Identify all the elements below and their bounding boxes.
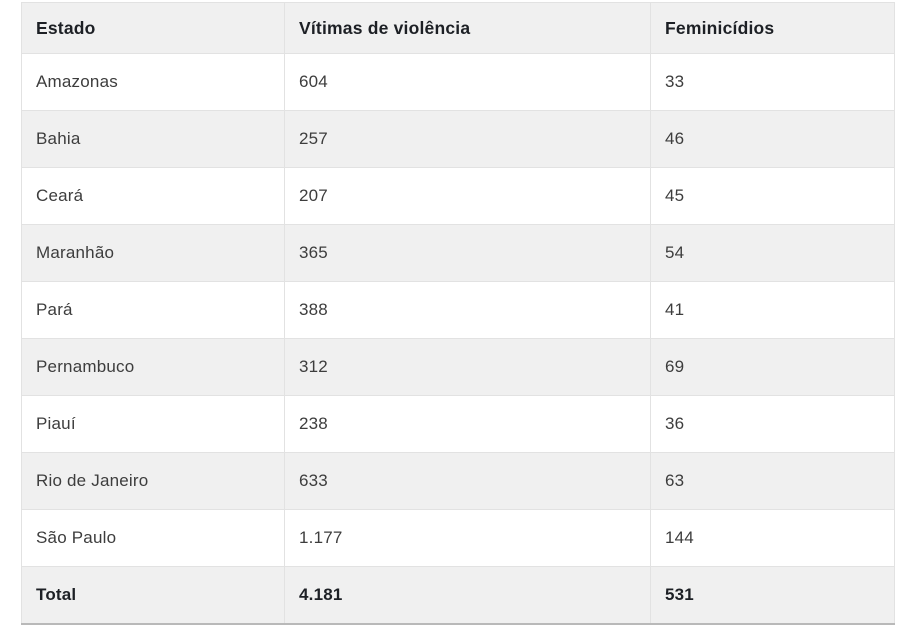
cell-estado: São Paulo [21, 509, 285, 567]
cell-estado: Rio de Janeiro [21, 452, 285, 510]
cell-vitimas: 365 [284, 224, 651, 282]
total-feminicidios-cell: 531 [650, 566, 895, 625]
table-row: Amazonas 604 33 [21, 53, 895, 111]
cell-feminicidios: 33 [650, 53, 895, 111]
cell-vitimas: 238 [284, 395, 651, 453]
total-label-cell: Total [21, 566, 285, 625]
column-header-vitimas: Vítimas de violência [284, 2, 651, 54]
total-vitimas-cell: 4.181 [284, 566, 651, 625]
cell-feminicidios: 69 [650, 338, 895, 396]
cell-vitimas: 633 [284, 452, 651, 510]
cell-vitimas: 388 [284, 281, 651, 339]
cell-estado: Pará [21, 281, 285, 339]
cell-vitimas: 604 [284, 53, 651, 111]
table-row: Pernambuco 312 69 [21, 338, 895, 396]
cell-feminicidios: 41 [650, 281, 895, 339]
cell-vitimas: 312 [284, 338, 651, 396]
table-body: Amazonas 604 33 Bahia 257 46 Ceará 207 4… [21, 53, 895, 567]
cell-feminicidios: 54 [650, 224, 895, 282]
data-table: Estado Vítimas de violência Feminicídios… [21, 2, 895, 625]
column-header-estado: Estado [21, 2, 285, 54]
table-row: Bahia 257 46 [21, 110, 895, 168]
table-header-row: Estado Vítimas de violência Feminicídios [21, 2, 895, 54]
table-row: Pará 388 41 [21, 281, 895, 339]
cell-estado: Pernambuco [21, 338, 285, 396]
cell-estado: Ceará [21, 167, 285, 225]
table-row: São Paulo 1.177 144 [21, 509, 895, 567]
cell-feminicidios: 63 [650, 452, 895, 510]
cell-estado: Bahia [21, 110, 285, 168]
cell-feminicidios: 46 [650, 110, 895, 168]
cell-feminicidios: 144 [650, 509, 895, 567]
cell-vitimas: 207 [284, 167, 651, 225]
table-row: Maranhão 365 54 [21, 224, 895, 282]
cell-feminicidios: 45 [650, 167, 895, 225]
cell-estado: Maranhão [21, 224, 285, 282]
cell-vitimas: 257 [284, 110, 651, 168]
cell-estado: Amazonas [21, 53, 285, 111]
table-row: Piauí 238 36 [21, 395, 895, 453]
total-row: Total 4.181 531 [21, 566, 895, 625]
table-row: Ceará 207 45 [21, 167, 895, 225]
cell-feminicidios: 36 [650, 395, 895, 453]
cell-vitimas: 1.177 [284, 509, 651, 567]
cell-estado: Piauí [21, 395, 285, 453]
column-header-feminicidios: Feminicídios [650, 2, 895, 54]
table-row: Rio de Janeiro 633 63 [21, 452, 895, 510]
